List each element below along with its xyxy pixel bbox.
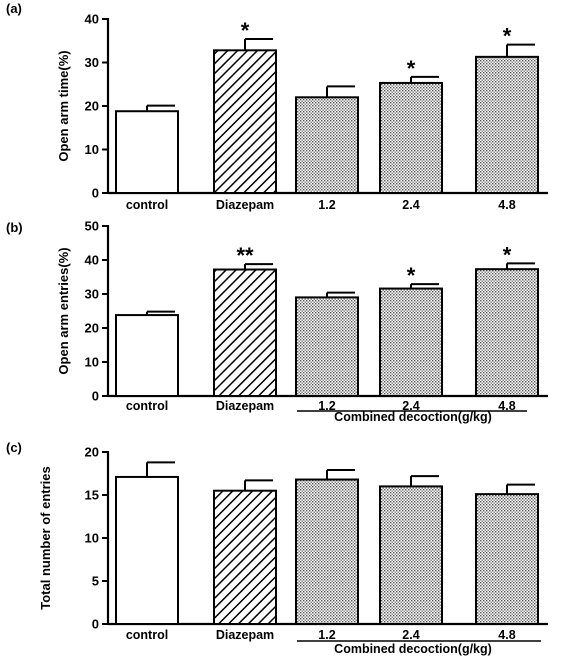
- y-tick-label: 40: [85, 12, 99, 27]
- x-tick-label: control: [126, 399, 168, 413]
- bar-2-4: [379, 81, 443, 194]
- x-tick-label: 4.8: [498, 628, 515, 642]
- bar-diazepam: [213, 49, 277, 194]
- y-tick-label: 20: [85, 321, 99, 336]
- x-tick-label: Diazepam: [216, 198, 274, 212]
- significance-marker: *: [503, 242, 512, 267]
- bar-diazepam: [213, 268, 277, 397]
- y-tick-label: 10: [85, 355, 99, 370]
- y-tick-label: 0: [92, 186, 99, 201]
- bar-control: [115, 475, 179, 625]
- bar-2-4: [379, 287, 443, 397]
- significance-marker: *: [503, 24, 512, 49]
- y-tick-label: 20: [85, 445, 99, 460]
- bar-control: [115, 110, 179, 194]
- y-tick-label: 0: [92, 617, 99, 632]
- panel-label: (c): [6, 440, 22, 455]
- panel-b: (b) Open arm entries(%) 0 10 20 30 40 50 control…: [6, 219, 548, 424]
- x-tick-label: 2.4: [402, 399, 419, 413]
- panel-label: (a): [6, 1, 22, 16]
- x-tick-label: 1.2: [318, 198, 335, 212]
- bar-4-8: [475, 493, 539, 626]
- y-axis-label: Total number of entries: [38, 466, 53, 610]
- y-tick-label: 50: [85, 219, 99, 234]
- significance-marker: **: [236, 243, 254, 268]
- group-label: Combined decoction(g/kg): [334, 410, 492, 424]
- x-tick-label: 2.4: [402, 628, 419, 642]
- bar-1-2: [295, 478, 359, 625]
- y-tick-label: 15: [85, 488, 99, 503]
- x-tick-label: control: [126, 198, 168, 212]
- panel-label: (b): [6, 220, 23, 235]
- x-tick-label: 4.8: [498, 399, 515, 413]
- bar-2-4: [379, 485, 443, 625]
- y-tick-label: 30: [85, 55, 99, 70]
- bar-control: [115, 314, 179, 397]
- panel-a: (a) Open arm time(%) 0 10 20 30 40 control * Diaz…: [6, 1, 548, 212]
- y-axis-label: Open arm time(%): [56, 50, 71, 161]
- x-tick-label: control: [126, 628, 168, 642]
- y-tick-label: 0: [92, 389, 99, 404]
- x-tick-label: 4.8: [498, 198, 515, 212]
- x-tick-label: Diazepam: [216, 628, 274, 642]
- group-label: Combined decoction(g/kg): [334, 642, 492, 656]
- bar-diazepam: [213, 489, 277, 626]
- bar-1-2: [295, 296, 359, 397]
- y-tick-label: 10: [85, 531, 99, 546]
- bar-4-8: [475, 55, 539, 194]
- x-tick-label: Diazepam: [216, 399, 274, 413]
- y-tick-label: 5: [92, 574, 99, 589]
- x-tick-label: 1.2: [318, 628, 335, 642]
- y-tick-label: 40: [85, 253, 99, 268]
- bar-4-8: [475, 268, 539, 397]
- panel-c: (c) Total number of entries 0 5 10 15 20 contro…: [6, 440, 548, 656]
- significance-marker: *: [407, 56, 416, 81]
- x-tick-label: 1.2: [318, 399, 335, 413]
- significance-marker: *: [407, 263, 416, 288]
- x-tick-label: 2.4: [402, 198, 419, 212]
- y-tick-label: 10: [85, 142, 99, 157]
- y-tick-label: 20: [85, 99, 99, 114]
- bar-1-2: [295, 96, 359, 194]
- significance-marker: *: [241, 18, 250, 43]
- y-axis-label: Open arm entries(%): [56, 247, 71, 374]
- y-tick-label: 30: [85, 287, 99, 302]
